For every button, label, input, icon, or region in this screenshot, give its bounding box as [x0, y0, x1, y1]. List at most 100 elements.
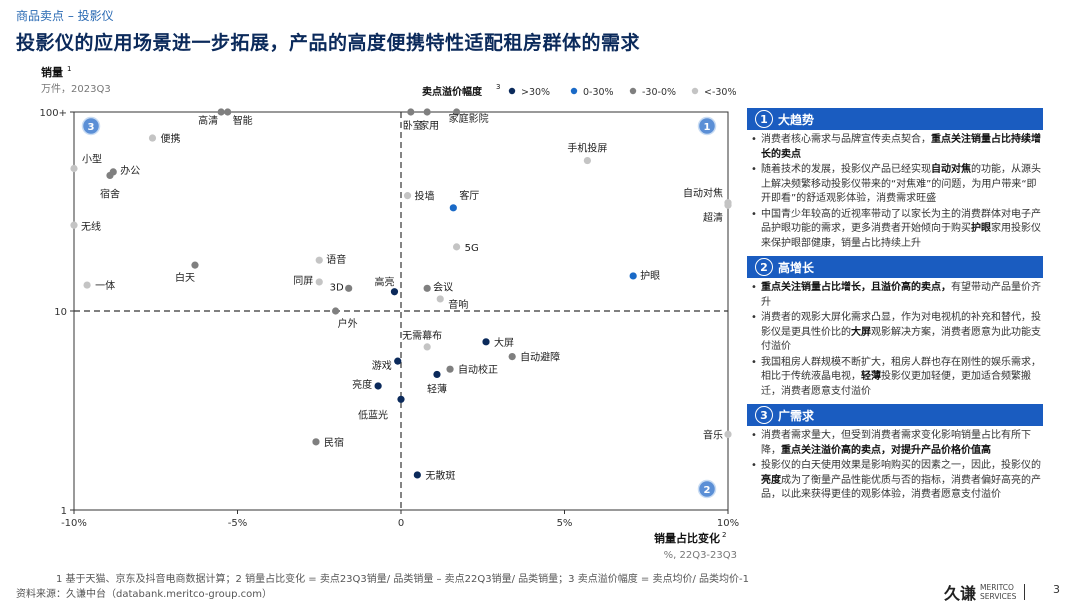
scatter-point	[407, 108, 415, 116]
y-axis-unit: 万件，2023Q3	[41, 83, 111, 95]
x-tick-label: -10%	[61, 518, 87, 529]
point-label: 客厅	[459, 189, 479, 202]
trend-header: 1 大趋势	[747, 108, 1043, 130]
point-label: 无线	[81, 220, 101, 233]
legend-label: <-30%	[704, 87, 737, 98]
scatter-point	[403, 192, 412, 200]
bullet-emphasis: 自动对焦	[931, 164, 971, 175]
logo-cn: 久谦	[944, 584, 977, 603]
quadrant-badge	[697, 116, 717, 136]
point-label: 会议	[433, 280, 453, 293]
trend-body: 消费者需求量大，但受到消费者需求变化影响销量占比有所下降，重点关注溢价高的卖点，…	[747, 426, 1043, 508]
point-label: 低蓝光	[358, 408, 388, 421]
scatter-point	[724, 201, 732, 209]
point-label: 大屏	[494, 336, 514, 349]
point-label: 3D	[330, 282, 344, 293]
logo-divider	[1024, 584, 1026, 600]
trend-header: 3 广需求	[747, 404, 1043, 426]
point-label: 家用	[419, 119, 439, 132]
scatter-point	[374, 382, 382, 390]
bullet-text: 家用投影仪来保护眼部健康，销量占比持续上升	[761, 223, 1041, 249]
logo-en: MERITCO SERVICES	[980, 583, 1016, 601]
trend-body: 消费者核心需求与品牌宣传卖点契合，重点关注销量占比持续增长的卖点随着技术的发展，…	[747, 130, 1043, 256]
point-label: 投墙	[415, 190, 435, 203]
scatter-point	[482, 338, 490, 346]
legend-marker	[508, 87, 516, 95]
scatter-point	[413, 471, 421, 479]
company-logo: 久谦 MERITCO SERVICES	[944, 580, 1035, 604]
footnote: 1 基于天猫、京东及抖音电商数据计算；2 销量占比变化 = 卖点23Q3销量/ …	[56, 574, 749, 585]
x-tick-label: 10%	[717, 518, 739, 529]
scatter-point	[423, 343, 431, 351]
trend-bullet: 消费者的观影大屏化需求凸显，作为对电视机的补充和替代，投影仪是更具性价比的大屏观…	[751, 311, 1041, 355]
scatter-point	[70, 221, 78, 229]
point-label: 白天	[175, 271, 195, 284]
scatter-point	[315, 256, 323, 264]
bullet-text: 有望带动产品量价齐升	[761, 282, 1041, 308]
trend-bullet: 重点关注销量占比增长，且溢价高的卖点，有望带动产品量价齐升	[751, 281, 1041, 310]
point-label: 高清	[198, 114, 218, 127]
quadrant-badge	[697, 479, 717, 499]
trend-title: 高增长	[778, 260, 815, 275]
page-title: 投影仪的应用场景进一步拓展，产品的高度便携特性适配租房群体的需求	[16, 32, 641, 54]
bullet-text: 我国租房人群规模不断扩大，租房人群也存在刚性的娱乐需求，相比于传统液晶电视，	[761, 356, 1041, 383]
x-tick-label: -5%	[228, 518, 247, 529]
point-label: 宿舍	[100, 187, 120, 200]
scatter-point	[446, 365, 454, 373]
y-axis-label-sup: 1	[67, 65, 71, 73]
bullet-text: 投影仪更加轻便，更加适合频繁搬迁，消费者愿意支付溢价	[761, 371, 1031, 397]
quadrant-badge	[81, 116, 101, 136]
scatter-point	[191, 261, 199, 269]
point-label: 手机投屏	[567, 142, 607, 155]
legend-marker	[691, 87, 699, 95]
point-label: 自动避障	[520, 351, 560, 364]
scatter-point	[312, 438, 320, 446]
y-tick-label: 10	[54, 307, 67, 318]
trend-bullet: 消费者核心需求与品牌宣传卖点契合，重点关注销量占比持续增长的卖点	[751, 133, 1041, 162]
trend-bullet: 投影仪的白天使用效果是影响购买的因素之一，因此，投影仪的亮度成为了衡量产品性能优…	[751, 459, 1041, 503]
trend-panel: 1 大趋势消费者核心需求与品牌宣传卖点契合，重点关注销量占比持续增长的卖点随着技术…	[747, 108, 1043, 508]
y-tick-label: 1	[61, 506, 67, 517]
point-label: 小型	[82, 153, 102, 166]
point-label: 一体	[95, 280, 115, 292]
bullet-emphasis: 重点关注销量占比持续增长的卖点	[761, 134, 1041, 160]
scatter-point	[390, 288, 399, 296]
breadcrumb: 商品卖点 – 投影仪	[16, 9, 114, 23]
x-tick-label: 0	[398, 518, 404, 529]
bullet-emphasis: 轻薄	[861, 371, 881, 382]
legend-title-sup: 3	[496, 83, 500, 91]
point-label: 超清	[703, 211, 723, 224]
point-label: 自动对焦	[683, 187, 723, 200]
x-axis-unit: %, 22Q3-23Q3	[664, 550, 737, 561]
scatter-point	[423, 108, 431, 116]
trend-title: 大趋势	[778, 112, 815, 127]
source-note: 资料来源：久谦中台（databank.meritco-group.com）	[16, 589, 273, 600]
trend-number-badge: 3	[755, 406, 773, 424]
bullet-emphasis: 大屏	[851, 326, 871, 338]
quadrant-badge-label: 2	[704, 485, 711, 496]
bullet-text: 消费者核心需求与品牌宣传卖点契合，	[761, 134, 931, 145]
scatter-point	[224, 108, 232, 116]
legend-label: -30-0%	[642, 87, 676, 98]
scatter-point	[394, 357, 402, 365]
logo-en-2: SERVICES	[980, 592, 1017, 601]
scatter-point	[148, 134, 157, 142]
point-label: 5G	[465, 243, 479, 254]
scatter-point	[423, 284, 431, 292]
bullet-emphasis: 重点关注溢价高的卖点，对提升产品价格价值高	[781, 444, 991, 456]
bullet-text: 的功能，从源头上解决频繁移动投影仪带来的“对焦难”的问题，为用户带来“即开即看”…	[761, 164, 1041, 204]
point-label: 卧室	[403, 119, 423, 132]
scatter-point	[70, 164, 78, 173]
page-number: 3	[1053, 583, 1060, 596]
bullet-emphasis: 重点关注销量占比增长，且溢价高的卖点，	[761, 282, 951, 293]
scatter-point	[106, 171, 114, 180]
point-label: 办公	[120, 164, 140, 177]
x-axis-label-sup: 2	[722, 531, 726, 539]
point-label: 护眼	[640, 269, 660, 282]
point-label: 无散斑	[425, 469, 455, 482]
trend-bullet: 消费者需求量大，但受到消费者需求变化影响销量占比有所下降，重点关注溢价高的卖点，…	[751, 429, 1041, 458]
quadrant-badge-label: 3	[88, 122, 95, 133]
quadrant-badge-label: 1	[704, 122, 711, 133]
point-label: 语音	[326, 253, 346, 266]
scatter-point	[217, 108, 225, 116]
